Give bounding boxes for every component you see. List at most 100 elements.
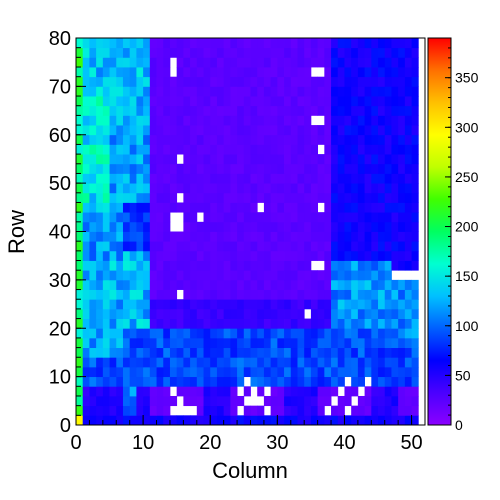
heatmap-cell [82,96,90,107]
heatmap-cell [257,192,265,203]
heatmap-cell [190,357,198,368]
heatmap-cell [257,260,265,271]
heatmap-cell [237,192,245,203]
heatmap-cell [371,318,379,329]
heatmap-cell [156,308,164,319]
heatmap-cell [223,212,231,223]
heatmap-cell [102,192,110,203]
heatmap-cell [384,328,392,339]
heatmap-cell [284,67,292,78]
heatmap-cell [384,202,392,213]
heatmap-cell [223,134,231,145]
heatmap-cell [156,134,164,145]
heatmap-cell [203,154,211,165]
heatmap-cell [163,241,171,252]
heatmap-cell [122,357,131,368]
heatmap-cell [331,328,339,339]
heatmap-cell [89,308,97,319]
heatmap-cell [223,202,231,213]
heatmap-cell [384,173,392,184]
heatmap-cell [163,144,171,155]
heatmap-cell [243,125,251,136]
heatmap-cell [76,250,84,261]
heatmap-cell [183,289,191,300]
heatmap-cell [136,289,144,300]
heatmap-cell [344,221,352,232]
heatmap-cell [411,96,419,107]
heatmap-cell [337,163,345,174]
heatmap-cell [183,318,191,329]
heatmap-cell [203,115,211,126]
heatmap-cell [378,183,386,194]
heatmap-cell [96,57,104,68]
heatmap-cell [163,38,171,49]
heatmap-cell [357,86,365,97]
heatmap-cell [351,115,359,126]
heatmap-cell [351,76,359,87]
heatmap-cell [109,125,117,136]
heatmap-cell [344,86,352,97]
heatmap-cell [411,395,419,407]
heatmap-cell [371,308,379,319]
heatmap-cell [216,115,225,126]
heatmap-cell [324,308,332,319]
heatmap-cell [156,289,164,300]
heatmap-cell [297,202,305,213]
heatmap-cell [304,163,312,174]
heatmap-cell [378,395,386,407]
heatmap-cell [163,366,171,378]
heatmap-cell [270,270,278,281]
heatmap-cell [156,47,164,58]
heatmap-cell [156,241,164,252]
heatmap-cell [290,105,298,116]
heatmap-cell [143,337,151,349]
heatmap-cell [122,76,131,87]
heatmap-cell [243,289,251,300]
heatmap-cell [109,221,117,232]
heatmap-cell [324,270,332,281]
heatmap-cell [169,96,178,107]
heatmap-cell [324,173,332,184]
heatmap-cell [324,105,332,116]
heatmap-cell [317,221,325,232]
heatmap-cell [196,260,204,271]
heatmap-cell [210,47,218,58]
heatmap-cell [102,47,110,58]
heatmap-cell [183,260,191,271]
heatmap-cell [230,299,238,310]
heatmap-cell [76,183,84,194]
heatmap-cell [297,125,305,136]
heatmap-cell [96,125,104,136]
heatmap-cell [116,337,124,349]
heatmap-cell [384,231,392,242]
heatmap-cell [331,357,339,368]
heatmap-cell [149,105,157,116]
heatmap-cell [257,47,265,58]
heatmap-cell [176,96,184,107]
heatmap-cell [304,328,312,339]
heatmap-cell [196,125,204,136]
x-tick-label: 10 [132,432,154,454]
heatmap-cell [223,221,231,232]
heatmap-cell [263,318,272,329]
heatmap-cell [96,38,104,49]
heatmap-cell [203,308,211,319]
heatmap-cell [102,221,110,232]
heatmap-cell [391,125,399,136]
heatmap-cell [96,221,104,232]
heatmap-cell [391,154,399,165]
heatmap-cell [398,366,406,378]
heatmap-cell [331,125,339,136]
heatmap-cell [263,366,272,378]
heatmap-cell [290,163,298,174]
heatmap-cell [89,405,97,416]
heatmap-cell [344,192,352,203]
x-tick-label: 50 [400,432,422,454]
heatmap-cell [310,386,319,397]
heatmap-cell [324,115,332,126]
heatmap-cell [109,154,117,165]
heatmap-cell [156,376,164,387]
heatmap-cell [237,357,245,368]
heatmap-cell [129,67,137,78]
heatmap-cell [96,163,104,174]
